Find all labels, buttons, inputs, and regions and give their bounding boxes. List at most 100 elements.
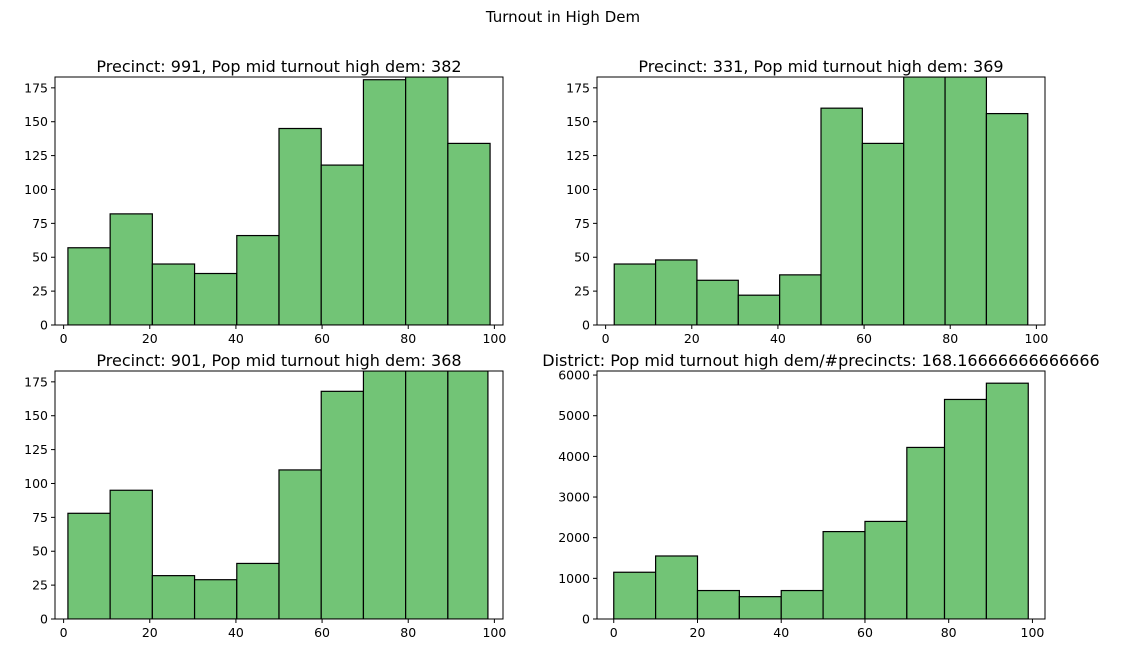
histogram-bar bbox=[320, 390, 365, 619]
histogram-bar bbox=[613, 263, 657, 325]
histogram-bar bbox=[696, 589, 740, 619]
y-tick-label: 50 bbox=[32, 250, 48, 265]
histogram-bar bbox=[447, 142, 491, 325]
x-tick-label: 100 bbox=[482, 331, 506, 346]
histogram-bars bbox=[613, 77, 1029, 325]
y-tick-label: 25 bbox=[32, 578, 48, 593]
histogram-bar bbox=[654, 259, 698, 325]
histogram-bar bbox=[944, 77, 988, 325]
histogram-bar bbox=[67, 247, 111, 325]
y-tick-label: 150 bbox=[24, 114, 48, 129]
axes-frame bbox=[54, 370, 504, 620]
x-tick-label: 100 bbox=[482, 625, 506, 640]
histogram-bar bbox=[737, 294, 781, 325]
x-tick-label: 100 bbox=[1021, 625, 1045, 640]
x-tick-label: 100 bbox=[1024, 331, 1048, 346]
histogram-bar bbox=[985, 112, 1029, 325]
y-tick-label: 100 bbox=[566, 182, 590, 197]
subplot-precinct-901: 0 20 40 60 80 100 0 25 50 75 100 125 150 175 Precinct:… bbox=[24, 351, 506, 640]
y-tick-label: 1000 bbox=[558, 571, 590, 586]
x-tick-label: 60 bbox=[857, 625, 873, 640]
histogram-bar bbox=[985, 382, 1029, 619]
x-tick-label: 60 bbox=[314, 331, 330, 346]
x-tick-label: 0 bbox=[60, 625, 68, 640]
x-tick-label: 80 bbox=[942, 331, 958, 346]
histogram-bar bbox=[780, 589, 824, 619]
x-tick-label: 20 bbox=[142, 331, 158, 346]
histogram-bar bbox=[193, 579, 238, 619]
figure-title: Turnout in High Dem bbox=[485, 8, 641, 26]
histogram-bar bbox=[67, 512, 111, 619]
y-tick-label: 50 bbox=[32, 544, 48, 559]
histogram-bar bbox=[405, 77, 449, 325]
histogram-bar bbox=[109, 213, 153, 325]
x-tick-label: 0 bbox=[610, 625, 618, 640]
x-tick-label: 40 bbox=[770, 331, 786, 346]
subplot-district: 0 20 40 60 80 1000100020003000400050006000Dis… bbox=[542, 351, 1099, 640]
histogram-bar bbox=[278, 469, 322, 619]
histogram-bar bbox=[405, 371, 449, 619]
histogram-bar bbox=[236, 234, 280, 325]
histogram-bar bbox=[278, 127, 322, 325]
histogram-bar bbox=[151, 263, 196, 325]
x-tick-label: 40 bbox=[228, 625, 244, 640]
y-tick-label: 0 bbox=[582, 318, 590, 333]
axes-frame bbox=[596, 76, 1046, 326]
histogram-bar bbox=[193, 272, 238, 325]
y-tick-label: 125 bbox=[566, 148, 590, 163]
x-tick-label: 80 bbox=[400, 331, 416, 346]
subplot-precinct-991: 0 20 40 60 80 100 0 25 50 75 100 125 150 175 Precinct:… bbox=[24, 57, 506, 346]
y-tick-label: 175 bbox=[24, 374, 48, 389]
x-tick-label: 20 bbox=[142, 625, 158, 640]
x-tick-label: 60 bbox=[314, 625, 330, 640]
histogram-bar bbox=[864, 520, 908, 619]
y-tick-label: 4000 bbox=[558, 449, 590, 464]
y-tick-label: 0 bbox=[582, 612, 590, 627]
histogram-bar bbox=[447, 371, 489, 619]
histogram-bar bbox=[696, 279, 739, 325]
histogram-bar bbox=[943, 398, 987, 619]
subplot-title: Precinct: 901, Pop mid turnout high dem:… bbox=[96, 351, 461, 370]
histogram-bars bbox=[67, 77, 491, 325]
x-tick-label: 20 bbox=[690, 625, 706, 640]
histogram-bar bbox=[822, 530, 866, 619]
subplot-title: District: Pop mid turnout high dem/#prec… bbox=[542, 351, 1099, 370]
y-tick-label: 100 bbox=[24, 182, 48, 197]
y-tick-label: 25 bbox=[574, 284, 590, 299]
subplot-title: Precinct: 991, Pop mid turnout high dem:… bbox=[96, 57, 461, 76]
y-tick-label: 175 bbox=[566, 80, 590, 95]
histogram-bars bbox=[67, 371, 489, 619]
histogram-bars bbox=[613, 382, 1029, 619]
y-tick-label: 0 bbox=[40, 612, 48, 627]
histogram-bar bbox=[738, 596, 782, 619]
x-tick-label: 0 bbox=[60, 331, 68, 346]
histogram-bar bbox=[903, 77, 946, 325]
y-tick-label: 125 bbox=[24, 148, 48, 163]
histogram-bar bbox=[320, 164, 365, 325]
axes-frame bbox=[54, 76, 504, 326]
x-tick-label: 80 bbox=[941, 625, 957, 640]
histogram-bar bbox=[820, 107, 863, 325]
y-tick-label: 25 bbox=[32, 284, 48, 299]
histogram-bar bbox=[906, 446, 946, 619]
y-tick-label: 2000 bbox=[558, 530, 590, 545]
subplot-precinct-331: 0 20 40 60 80 100 0 25 50 75 100 125 150 175 Precinct:… bbox=[566, 57, 1048, 346]
y-tick-label: 75 bbox=[574, 216, 590, 231]
subplot-title: Precinct: 331, Pop mid turnout high dem:… bbox=[638, 57, 1003, 76]
y-tick-label: 0 bbox=[40, 318, 48, 333]
x-tick-label: 40 bbox=[228, 331, 244, 346]
histogram-bar bbox=[109, 489, 153, 619]
x-tick-label: 40 bbox=[773, 625, 789, 640]
y-tick-label: 150 bbox=[566, 114, 590, 129]
x-tick-label: 20 bbox=[684, 331, 700, 346]
histogram-bar bbox=[236, 562, 280, 619]
y-tick-label: 100 bbox=[24, 476, 48, 491]
axes-frame bbox=[596, 370, 1046, 620]
y-tick-label: 3000 bbox=[558, 490, 590, 505]
x-tick-label: 60 bbox=[856, 331, 872, 346]
y-tick-label: 150 bbox=[24, 408, 48, 423]
x-tick-label: 80 bbox=[400, 625, 416, 640]
x-tick-label: 0 bbox=[602, 331, 610, 346]
y-tick-label: 6000 bbox=[558, 368, 590, 383]
